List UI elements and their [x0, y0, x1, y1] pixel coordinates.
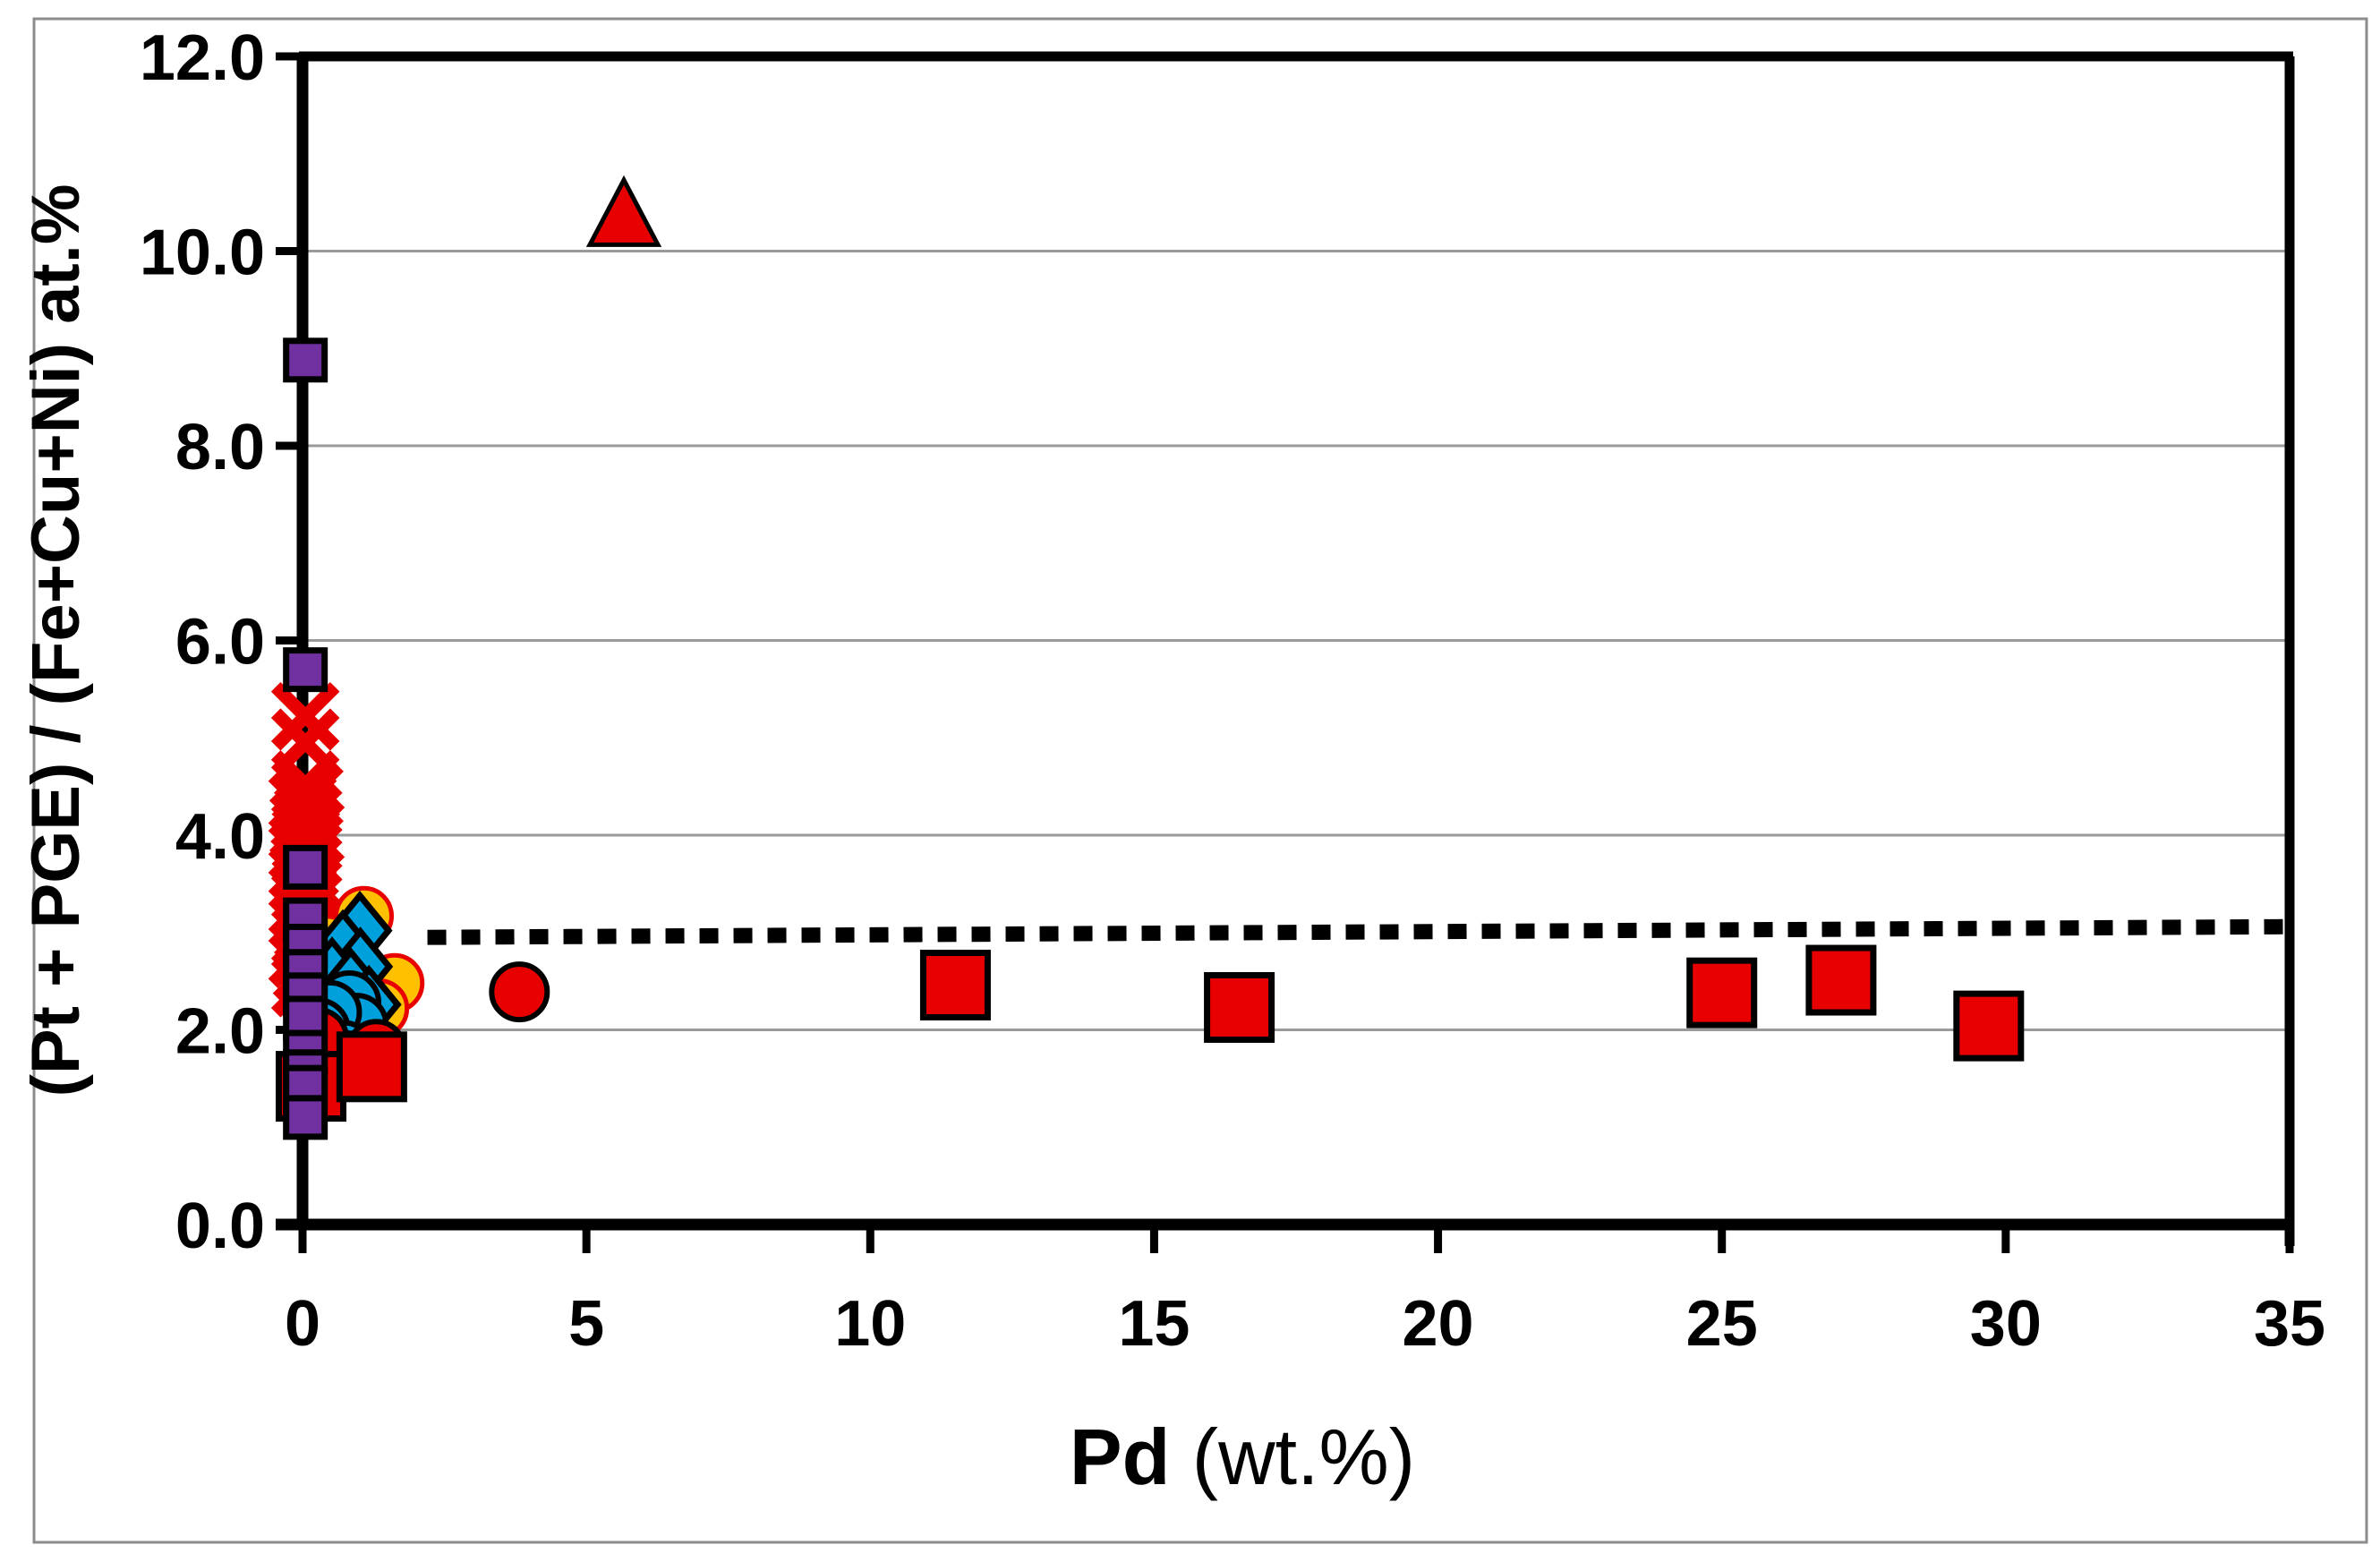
y-tick-label-4: 4.0 [175, 801, 265, 873]
marker-purple-squares [283, 337, 328, 383]
marker-red-x-cluster [270, 682, 340, 751]
figure-border [32, 17, 2368, 1544]
x-tick-label-30: 30 [1970, 1288, 2042, 1360]
marker-red-squares [1953, 990, 2025, 1062]
x-axis-title-units: (wt.%) [1170, 1413, 1415, 1501]
x-tick-label-0: 0 [285, 1288, 320, 1360]
x-axis-title: Pd (wt.%) [1070, 1413, 1415, 1501]
marker-red-circles [489, 961, 550, 1023]
marker-red-squares [1805, 944, 1877, 1016]
x-stroke [270, 682, 340, 751]
x-axis-title-element: Pd [1070, 1413, 1170, 1501]
y-tick-label-12: 12.0 [140, 22, 265, 94]
y-tick-label-10: 10.0 [140, 218, 265, 289]
y-tick-label-2: 2.0 [175, 996, 265, 1068]
x-tick-label-35: 35 [2254, 1288, 2325, 1360]
marker-purple-squares [283, 1095, 328, 1140]
x-tick-label-15: 15 [1118, 1288, 1190, 1360]
x-tick-label-5: 5 [568, 1288, 604, 1360]
marker-red-squares [919, 949, 991, 1020]
y-tick-label-6: 6.0 [175, 607, 265, 679]
y-tick-label-8: 8.0 [175, 412, 265, 483]
x-tick-label-20: 20 [1403, 1288, 1474, 1360]
marker-red-triangles [585, 175, 662, 247]
trend-line [427, 918, 2290, 945]
marker-red-squares [1204, 971, 1275, 1043]
marker-red-squares [1686, 957, 1758, 1029]
x-tick-label-10: 10 [834, 1288, 906, 1360]
marker-purple-squares [283, 844, 328, 890]
y-axis-title: (Pt + PGE) / (Fe+Cu+Ni) at.% [18, 184, 94, 1097]
y-tick-label-0: 0.0 [175, 1191, 265, 1262]
marker-red-squares [336, 1031, 407, 1103]
marker-purple-squares [283, 647, 328, 693]
x-tick-label-25: 25 [1686, 1288, 1758, 1360]
